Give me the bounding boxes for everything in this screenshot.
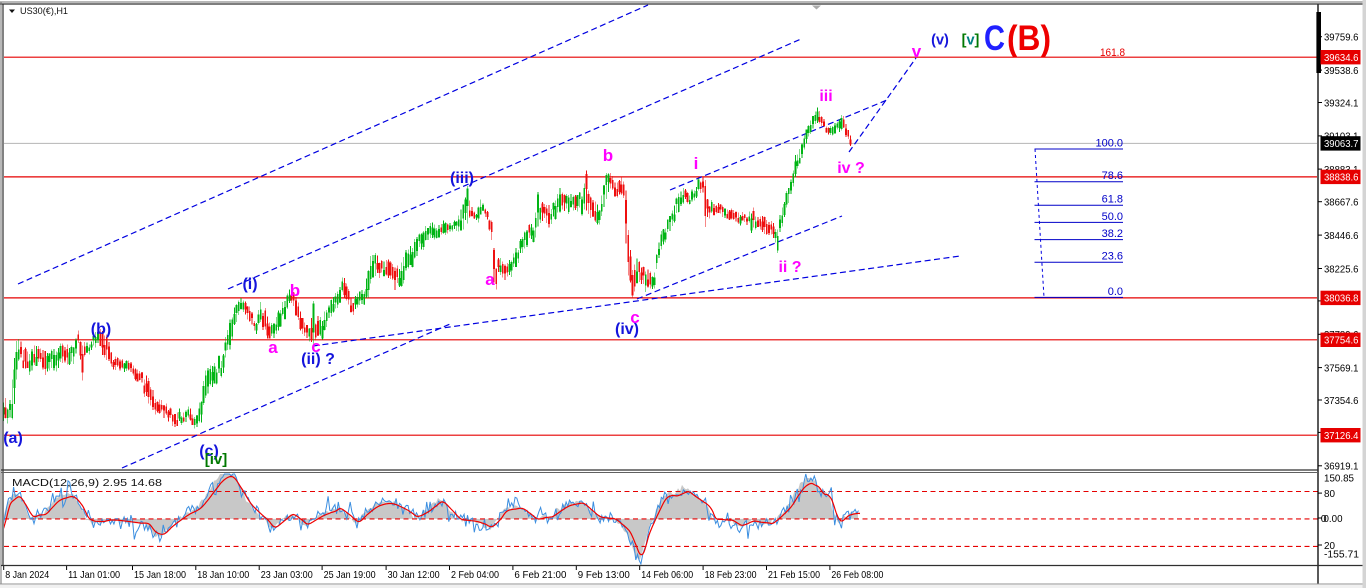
svg-text:38667.6: 38667.6	[1324, 197, 1359, 209]
svg-text:80: 80	[1324, 488, 1335, 500]
svg-text:38225.6: 38225.6	[1324, 263, 1359, 275]
svg-text:(v): (v)	[931, 33, 949, 49]
svg-text:9 Feb 13:00: 9 Feb 13:00	[578, 569, 630, 581]
svg-text:[v]: [v]	[962, 33, 980, 49]
svg-text:37754.6: 37754.6	[1324, 335, 1359, 347]
svg-text:0.0: 0.0	[1108, 286, 1123, 298]
svg-text:a: a	[268, 338, 278, 357]
svg-text:39634.6: 39634.6	[1324, 52, 1359, 64]
svg-text:(c): (c)	[199, 443, 219, 460]
svg-text:ii ?: ii ?	[778, 259, 801, 276]
svg-text:i: i	[694, 154, 699, 173]
svg-text:(ii) ?: (ii) ?	[301, 351, 335, 368]
svg-text:36919.1: 36919.1	[1324, 461, 1359, 473]
svg-text:37569.1: 37569.1	[1324, 362, 1359, 374]
svg-text:0.00: 0.00	[1324, 513, 1343, 525]
svg-text:21 Feb 15:00: 21 Feb 15:00	[768, 569, 820, 581]
svg-text:[iv]: [iv]	[205, 451, 228, 468]
svg-text:26 Feb 08:00: 26 Feb 08:00	[831, 569, 883, 581]
svg-text:US30(€),H1: US30(€),H1	[20, 6, 68, 17]
svg-text:23 Jan 03:00: 23 Jan 03:00	[261, 569, 313, 581]
svg-text:6 Feb 21:00: 6 Feb 21:00	[514, 569, 566, 581]
svg-text:v: v	[912, 42, 922, 61]
svg-text:30 Jan 12:00: 30 Jan 12:00	[388, 569, 440, 581]
svg-text:8 Jan 2024: 8 Jan 2024	[5, 569, 49, 581]
svg-text:78.6: 78.6	[1102, 170, 1123, 182]
svg-text:39538.6: 39538.6	[1324, 65, 1359, 77]
svg-text:c: c	[311, 337, 320, 356]
svg-text:c: c	[630, 308, 639, 327]
svg-text:38.2: 38.2	[1102, 228, 1123, 240]
svg-text:18 Feb 23:00: 18 Feb 23:00	[705, 569, 757, 581]
svg-text:15 Jan 18:00: 15 Jan 18:00	[134, 569, 186, 581]
svg-text:20: 20	[1324, 540, 1335, 552]
svg-text:a: a	[485, 270, 495, 289]
svg-text:-155.71: -155.71	[1324, 549, 1359, 561]
svg-text:39324.1: 39324.1	[1324, 97, 1359, 109]
svg-text:iv ?: iv ?	[837, 160, 865, 177]
svg-text:11 Jan 01:00: 11 Jan 01:00	[68, 569, 120, 581]
svg-text:iii: iii	[819, 88, 832, 105]
svg-text:39063.7: 39063.7	[1324, 138, 1359, 150]
svg-text:61.8: 61.8	[1102, 194, 1123, 206]
svg-text:C: C	[984, 19, 1005, 58]
svg-text:(i): (i)	[242, 276, 257, 293]
svg-text:(iii): (iii)	[450, 170, 474, 187]
svg-text:MACD(12,26,9) 2.95 14.68: MACD(12,26,9) 2.95 14.68	[12, 477, 162, 489]
svg-text:18 Jan 10:00: 18 Jan 10:00	[197, 569, 249, 581]
svg-text:(iv): (iv)	[615, 321, 639, 338]
svg-text:0: 0	[1321, 513, 1327, 525]
svg-text:25 Jan 19:00: 25 Jan 19:00	[324, 569, 376, 581]
svg-text:38036.8: 38036.8	[1324, 293, 1359, 305]
svg-text:b: b	[290, 281, 300, 300]
svg-text:161.8: 161.8	[1100, 47, 1125, 59]
svg-text:38838.6: 38838.6	[1324, 172, 1359, 184]
svg-text:39759.6: 39759.6	[1324, 32, 1359, 44]
svg-text:(b): (b)	[91, 321, 111, 338]
svg-text:38446.6: 38446.6	[1324, 230, 1359, 242]
svg-text:(B): (B)	[1007, 19, 1051, 58]
svg-text:50.0: 50.0	[1102, 211, 1123, 223]
svg-text:(a): (a)	[3, 430, 23, 447]
svg-text:37354.6: 37354.6	[1324, 395, 1359, 407]
svg-text:23.6: 23.6	[1102, 251, 1123, 263]
svg-text:37126.4: 37126.4	[1324, 430, 1359, 442]
svg-text:14 Feb 06:00: 14 Feb 06:00	[641, 569, 693, 581]
svg-text:100.0: 100.0	[1095, 138, 1123, 150]
svg-text:2 Feb 04:00: 2 Feb 04:00	[451, 569, 499, 581]
svg-text:b: b	[603, 146, 613, 165]
svg-text:150.85: 150.85	[1324, 472, 1354, 484]
